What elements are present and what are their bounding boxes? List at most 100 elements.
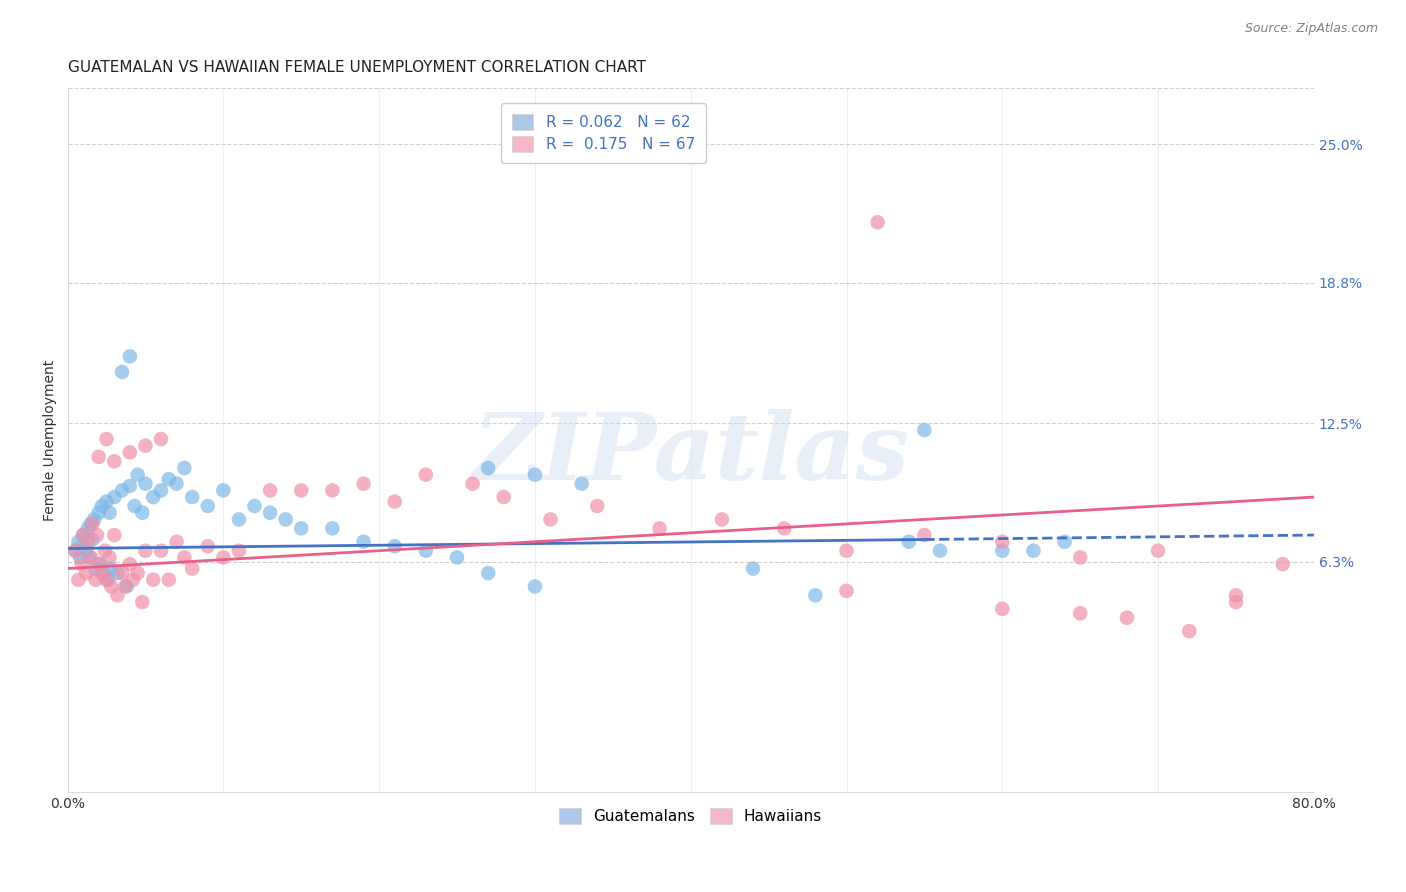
Y-axis label: Female Unemployment: Female Unemployment (44, 359, 58, 521)
Point (131, 506, 153, 520)
Point (415, 467, 437, 482)
Point (523, 467, 546, 482)
Point (86, 528, 108, 542)
Text: ZIPatlas: ZIPatlas (472, 409, 910, 500)
Point (122, 573, 145, 587)
Point (290, 483, 312, 498)
Point (103, 528, 125, 542)
Point (105, 588, 128, 602)
Point (243, 499, 266, 513)
Point (157, 573, 180, 587)
Point (866, 215, 889, 229)
Point (1147, 543, 1170, 558)
Point (1225, 588, 1247, 602)
Point (70, 539, 93, 553)
Point (89, 557, 111, 571)
Point (76, 521, 98, 535)
Point (321, 521, 343, 535)
Point (83, 512, 105, 526)
Point (84, 561, 107, 575)
Point (87, 450, 110, 464)
Point (150, 432, 173, 446)
Point (90, 566, 112, 580)
Point (80, 550, 103, 565)
Point (157, 472, 180, 486)
Point (114, 579, 136, 593)
Point (87, 506, 110, 520)
Point (103, 454, 125, 468)
Point (540, 512, 562, 526)
Point (212, 483, 235, 498)
Point (523, 579, 546, 593)
Point (142, 490, 165, 504)
Point (710, 512, 733, 526)
Point (93, 566, 115, 580)
Point (115, 579, 138, 593)
Point (228, 543, 250, 558)
Point (84, 573, 107, 587)
Point (96, 432, 118, 446)
Point (228, 512, 250, 526)
Point (477, 461, 499, 475)
Point (991, 534, 1014, 549)
Point (72, 528, 94, 542)
Point (1271, 557, 1294, 571)
Point (290, 521, 312, 535)
Point (76, 534, 98, 549)
Point (118, 445, 141, 459)
Point (87, 557, 110, 571)
Point (353, 476, 375, 491)
Point (70, 557, 93, 571)
Point (96, 494, 118, 508)
Point (212, 550, 235, 565)
Point (65, 543, 87, 558)
Point (98, 550, 121, 565)
Point (835, 543, 858, 558)
Point (127, 566, 149, 580)
Point (384, 494, 406, 508)
Point (134, 476, 156, 491)
Point (173, 550, 195, 565)
Point (72, 528, 94, 542)
Point (586, 499, 609, 513)
Point (82, 516, 104, 531)
Point (69, 550, 91, 565)
Point (571, 476, 593, 491)
Point (96, 573, 118, 587)
Point (415, 543, 437, 558)
Point (131, 595, 153, 609)
Point (1069, 606, 1091, 620)
Point (181, 490, 204, 504)
Point (1225, 595, 1247, 609)
Point (446, 550, 468, 565)
Text: GUATEMALAN VS HAWAIIAN FEMALE UNEMPLOYMENT CORRELATION CHART: GUATEMALAN VS HAWAIIAN FEMALE UNEMPLOYME… (67, 60, 645, 75)
Point (111, 566, 134, 580)
Point (173, 461, 195, 475)
Point (98, 506, 121, 520)
Point (1178, 624, 1201, 639)
Point (321, 483, 343, 498)
Point (79, 550, 101, 565)
Point (65, 543, 87, 558)
Point (111, 365, 134, 379)
Point (461, 476, 484, 491)
Point (118, 349, 141, 363)
Point (835, 583, 858, 598)
Point (134, 543, 156, 558)
Point (1053, 534, 1076, 549)
Point (75, 543, 97, 558)
Legend: Guatemalans, Hawaiians: Guatemalans, Hawaiians (550, 798, 831, 834)
Point (118, 557, 141, 571)
Point (991, 543, 1014, 558)
Point (118, 479, 141, 493)
Point (1022, 543, 1045, 558)
Point (105, 566, 128, 580)
Point (80, 516, 103, 531)
Point (353, 534, 375, 549)
Point (166, 476, 188, 491)
Point (259, 506, 281, 520)
Point (150, 483, 173, 498)
Point (124, 499, 146, 513)
Point (804, 588, 827, 602)
Point (100, 579, 122, 593)
